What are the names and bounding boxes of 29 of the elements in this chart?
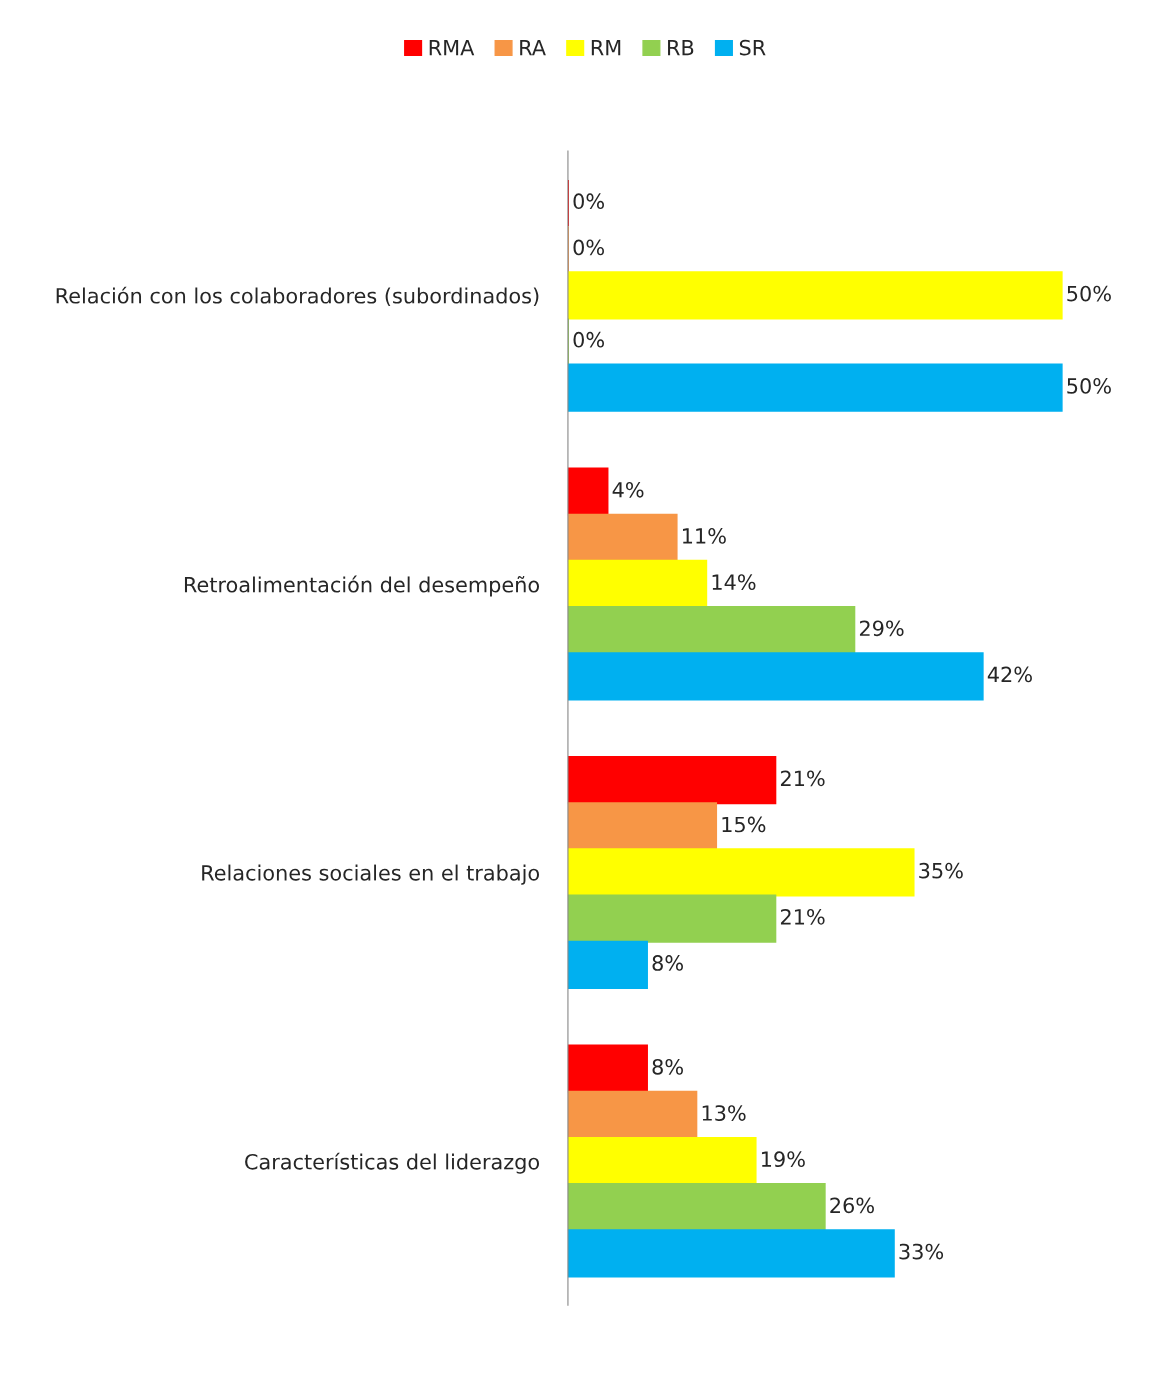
data-label: 50% xyxy=(1067,378,1111,394)
data-label: 21% xyxy=(780,770,825,787)
data-label: 19% xyxy=(761,1151,805,1168)
legend-label: SR xyxy=(739,39,766,56)
data-label: 42% xyxy=(987,666,1032,683)
data-label: 8% xyxy=(652,1058,683,1075)
data-label: 0% xyxy=(573,239,604,256)
data-label: 50% xyxy=(1067,285,1111,302)
data-label: 26% xyxy=(830,1197,874,1214)
legend-label: RM xyxy=(591,40,621,56)
data-label: 33% xyxy=(899,1243,944,1260)
legend-label: RMA xyxy=(429,40,475,56)
y-tick-label: Relaciones sociales en el trabajo xyxy=(202,864,540,885)
data-label: 11% xyxy=(682,528,726,544)
data-label: 0% xyxy=(573,193,604,210)
data-label: 21% xyxy=(780,908,825,925)
y-tick-label: Retroalimentación del desempeño xyxy=(184,575,540,597)
y-tick-label: Características del liderazgo xyxy=(245,1152,540,1174)
data-label: 35% xyxy=(919,862,963,879)
data-label: 8% xyxy=(652,955,683,971)
data-label: 0% xyxy=(573,331,604,348)
data-label: 14% xyxy=(712,574,756,590)
y-tick-label: Relación con los colaboradores (subordinados) xyxy=(56,286,539,307)
data-label: 15% xyxy=(722,816,766,833)
legend-label: RB xyxy=(668,40,694,56)
legend-label: RA xyxy=(520,40,546,56)
data-label: 4% xyxy=(612,481,644,498)
data-label: 13% xyxy=(702,1105,746,1121)
data-label: 29% xyxy=(859,620,904,637)
